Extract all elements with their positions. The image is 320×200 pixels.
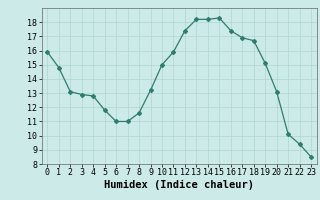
X-axis label: Humidex (Indice chaleur): Humidex (Indice chaleur) (104, 180, 254, 190)
